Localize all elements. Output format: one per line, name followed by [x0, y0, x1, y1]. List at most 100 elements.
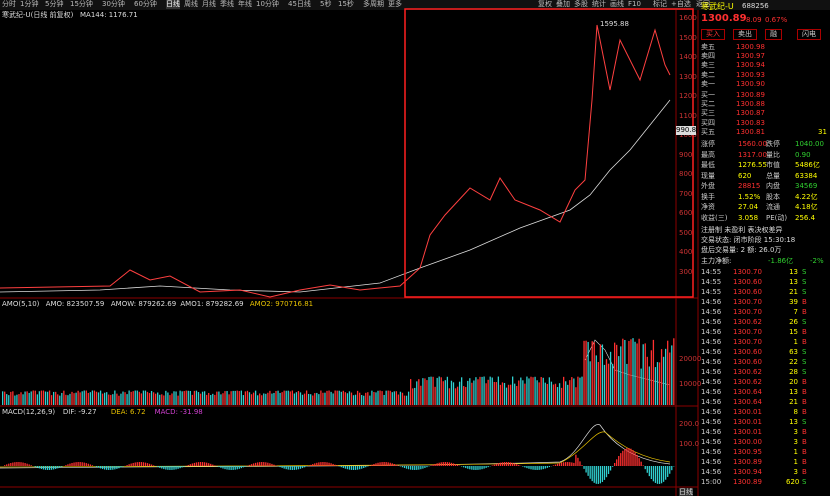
tick-side: B [802, 398, 807, 406]
volume-bar [44, 391, 47, 405]
flow-pct: -2% [810, 257, 824, 265]
volume-bar [493, 381, 495, 405]
macd-bar [552, 465, 555, 466]
macd-bar [618, 456, 620, 466]
volume-bar [399, 391, 402, 405]
toolbar-bg [0, 0, 830, 10]
toolbar-button[interactable]: F10 [628, 0, 641, 8]
toolbar-button[interactable]: 多股 [574, 0, 588, 8]
trade-button[interactable]: 卖出 [733, 29, 757, 40]
macd-bar [461, 466, 463, 467]
volume-bar [75, 392, 77, 405]
volume-bar [667, 340, 669, 405]
tick-price: 1300.70 [733, 308, 762, 316]
volume-bar [393, 391, 395, 405]
trade-button[interactable]: 融 [765, 29, 782, 40]
volume-bar [165, 390, 167, 405]
volume-bar [585, 340, 587, 405]
tick-volume: 13 [789, 418, 798, 426]
macd-bar [132, 462, 134, 466]
tick-time: 14:56 [701, 328, 722, 336]
toolbar-button[interactable]: 统计 [592, 0, 606, 8]
tick-side: B [802, 378, 807, 386]
volume-bar [12, 391, 14, 405]
macd-bar [134, 462, 136, 466]
price-axis-label: 1100 [679, 111, 697, 120]
macd-header: DIF: -9.27 [62, 408, 97, 416]
volume-bar [134, 390, 136, 405]
volume-bar [636, 343, 638, 405]
ma-label: MA144: 1176.71 [80, 11, 138, 19]
volume-bar [554, 383, 557, 405]
toolbar-button[interactable]: 复权 [538, 0, 552, 8]
trade-button[interactable]: 买入 [701, 29, 725, 40]
period-tab[interactable]: 10分钟 [256, 0, 279, 8]
volume-bar [120, 393, 122, 405]
period-tab[interactable]: 日线 [166, 0, 180, 9]
macd-bar [324, 462, 326, 466]
period-tab[interactable]: 1分钟 [20, 0, 39, 8]
volume-bar [324, 392, 326, 405]
volume-bar [71, 391, 73, 405]
macd-bar [226, 466, 228, 470]
period-tab[interactable]: 多周期 [363, 0, 384, 8]
tick-price: 1300.60 [733, 348, 762, 356]
macd-bar [593, 466, 595, 483]
macd-bar [222, 466, 224, 469]
macd-bar [24, 463, 26, 466]
volume-bar [350, 392, 353, 405]
stat-value: 28815 [738, 182, 761, 190]
macd-bar [505, 462, 508, 466]
macd-bar [667, 466, 669, 477]
volume-bar [477, 379, 479, 405]
volume-bar [518, 380, 520, 405]
trade-button[interactable]: 闪电 [797, 29, 821, 40]
tick-time: 14:56 [701, 418, 722, 426]
volume-bar [226, 390, 228, 405]
volume-bar [320, 390, 322, 405]
macd-bar [240, 466, 242, 469]
period-tab[interactable]: 30分钟 [102, 0, 125, 8]
macd-bar [373, 464, 375, 466]
stat-value: 1560.00 [738, 140, 767, 148]
macd-bar [297, 466, 300, 470]
period-tab[interactable]: 季线 [220, 0, 234, 8]
macd-bar [244, 466, 247, 467]
chart-header: 寒武纪-U(日线 前复权) [2, 11, 74, 19]
toolbar-button[interactable]: 返回 [696, 0, 710, 8]
book-level: 卖四 [701, 52, 715, 61]
period-tab[interactable]: 年线 [238, 0, 252, 8]
volume-bar [108, 394, 110, 405]
toolbar-button[interactable]: 画线 [610, 0, 624, 8]
volume-bar [310, 394, 312, 405]
stat-value: 0.90 [795, 150, 811, 159]
toolbar-button[interactable]: +自选 [671, 0, 691, 8]
volume-bar [632, 338, 634, 405]
volume-bar [577, 376, 579, 405]
macd-bar [14, 462, 16, 466]
period-tab[interactable]: 周线 [184, 0, 198, 8]
volume-bar [642, 344, 644, 405]
macd-bar [293, 466, 296, 470]
toolbar-button[interactable]: 标记 [653, 0, 667, 8]
volume-bar [658, 362, 661, 405]
period-tab[interactable]: 45日线 [288, 0, 311, 8]
macd-bar [499, 462, 502, 466]
period-tab[interactable]: 5分钟 [45, 0, 64, 8]
toolbar-button[interactable]: 叠加 [556, 0, 570, 8]
period-tab[interactable]: 5秒 [320, 0, 332, 8]
macd-bar [83, 462, 85, 466]
period-tab[interactable]: 15分钟 [70, 0, 93, 8]
period-tab[interactable]: 月线 [202, 0, 216, 8]
macd-bar [365, 466, 367, 468]
period-tab[interactable]: 60分钟 [134, 0, 157, 8]
macd-bar [379, 462, 381, 466]
tick-side: B [802, 408, 807, 416]
period-tab[interactable]: 15秒 [338, 0, 354, 8]
volume-bar [157, 392, 159, 405]
period-tab[interactable]: 分时 [2, 0, 16, 8]
period-tab[interactable]: 更多 [388, 0, 402, 8]
volume-bar [6, 394, 8, 405]
stat-value: 4.22亿 [795, 192, 818, 201]
volume-bar [379, 390, 381, 405]
